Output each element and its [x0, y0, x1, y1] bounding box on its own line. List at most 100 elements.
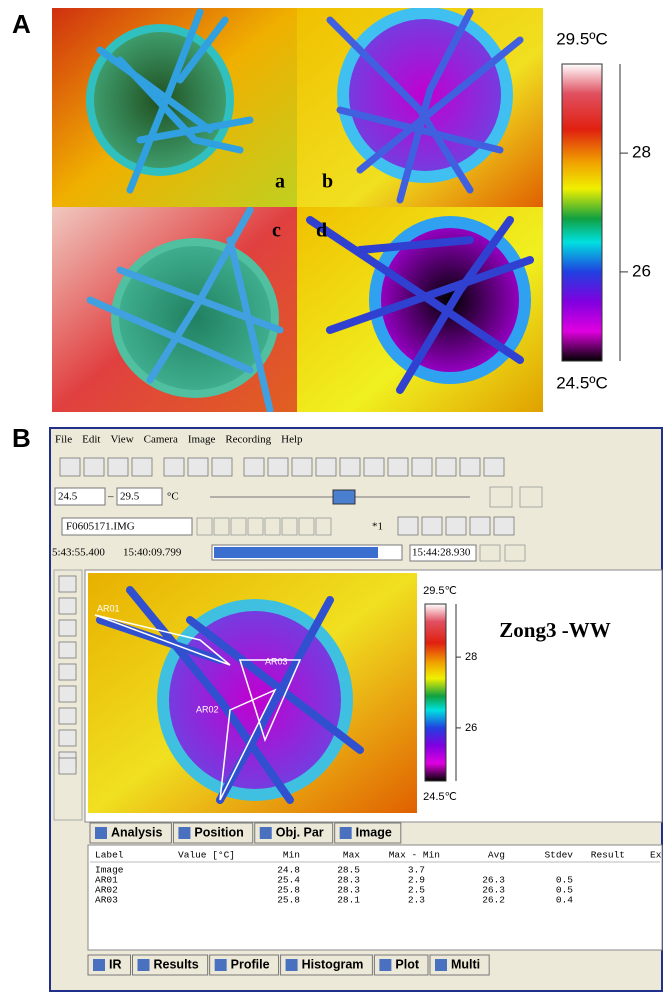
tab-label[interactable]: IR: [109, 957, 122, 971]
tool-button[interactable]: [59, 758, 76, 774]
cell: AR03: [95, 895, 118, 906]
toolbar-button[interactable]: [436, 458, 456, 476]
toolbar-button[interactable]: [60, 458, 80, 476]
toolbar-button[interactable]: [84, 458, 104, 476]
toolbar-button[interactable]: [460, 458, 480, 476]
quadrant-label: d: [316, 220, 327, 242]
player-button[interactable]: [214, 518, 229, 535]
column-header: Stdev: [544, 850, 573, 861]
menu-item[interactable]: Edit: [82, 434, 100, 446]
tool-button[interactable]: [59, 576, 76, 592]
region-label: AR03: [265, 656, 288, 666]
tab-label[interactable]: Plot: [395, 957, 419, 971]
tab-label[interactable]: Results: [154, 957, 199, 971]
temp-max: 29.5: [120, 491, 140, 503]
tool-button[interactable]: [59, 598, 76, 614]
thermal-image: [52, 207, 297, 412]
player-button[interactable]: [282, 518, 297, 535]
toolbar-button[interactable]: [470, 517, 490, 535]
toolbar-button[interactable]: [164, 458, 184, 476]
quadrant-label: b: [322, 171, 333, 193]
time-end: 15:44:28.930: [412, 547, 471, 559]
colorbar-min: 24.5℃: [423, 791, 457, 803]
toolbar-button[interactable]: [412, 458, 432, 476]
ir-image: [88, 573, 417, 813]
toolbar-button[interactable]: [268, 458, 288, 476]
time-current: 15:40:09.799: [123, 547, 182, 559]
toolbar-button[interactable]: [212, 458, 232, 476]
player-button[interactable]: [231, 518, 246, 535]
toolbar-button[interactable]: [422, 517, 442, 535]
file-name[interactable]: F0605171.IMG: [66, 521, 135, 533]
image-title: Zong3 -WW: [499, 618, 610, 642]
tab-label[interactable]: Histogram: [302, 957, 364, 971]
column-header: Max - Min: [389, 850, 440, 861]
toolbar-button[interactable]: [398, 517, 418, 535]
toolbar-button[interactable]: [316, 458, 336, 476]
menu-item[interactable]: Help: [281, 434, 303, 446]
column-header: Min: [283, 850, 300, 861]
tab-label[interactable]: Profile: [231, 957, 270, 971]
tab-icon: [435, 959, 447, 971]
colorbar: [562, 64, 602, 361]
tab-label[interactable]: Image: [356, 825, 392, 839]
region-label: AR02: [196, 704, 219, 714]
figure: A abcd 29.5ºC 24.5ºC 2826 B FileEditView…: [0, 0, 672, 994]
toolbar-button[interactable]: [132, 458, 152, 476]
toolbar-button[interactable]: [292, 458, 312, 476]
tool-button[interactable]: [59, 730, 76, 746]
tab-icon: [379, 959, 391, 971]
column-header: Max: [343, 850, 360, 861]
cell: 25.8: [277, 895, 300, 906]
cell: 2.3: [408, 895, 425, 906]
menu-item[interactable]: Recording: [225, 434, 271, 446]
quadrant-label: c: [272, 220, 281, 242]
tab-label[interactable]: Analysis: [111, 825, 162, 839]
column-header: Label: [95, 850, 124, 861]
thermal-image: [297, 8, 543, 207]
quadrant-label: a: [275, 171, 285, 193]
tool-button[interactable]: [59, 642, 76, 658]
cell: 0.4: [556, 895, 573, 906]
player-button[interactable]: [316, 518, 331, 535]
player-button[interactable]: [197, 518, 212, 535]
player-button[interactable]: [299, 518, 314, 535]
toolbar-button[interactable]: [340, 458, 360, 476]
menu-item[interactable]: Camera: [144, 434, 178, 446]
toolbar-button[interactable]: [388, 458, 408, 476]
toolbar-button[interactable]: [188, 458, 208, 476]
player-button[interactable]: [248, 518, 263, 535]
cell: 28.1: [337, 895, 360, 906]
colorbar-max: 29.5ºC: [556, 29, 608, 48]
tool-button[interactable]: [59, 686, 76, 702]
tool-button[interactable]: [59, 708, 76, 724]
panel-label: B: [12, 423, 31, 453]
menu-item[interactable]: Image: [188, 434, 216, 446]
toolbar-button[interactable]: [484, 458, 504, 476]
tab-label[interactable]: Position: [194, 825, 243, 839]
temp-min: 24.5: [58, 491, 78, 503]
toolbar-button[interactable]: [364, 458, 384, 476]
colorbar: [425, 604, 446, 781]
toolbar-button[interactable]: [108, 458, 128, 476]
tool-sidebar: [54, 570, 82, 820]
toolbar-button[interactable]: [446, 517, 466, 535]
tab-icon: [93, 959, 105, 971]
toolbar-button[interactable]: [494, 517, 514, 535]
menu-item[interactable]: View: [110, 434, 133, 446]
tool-button[interactable]: [59, 664, 76, 680]
tab-label[interactable]: Multi: [451, 957, 480, 971]
menu-item[interactable]: File: [55, 434, 72, 446]
tick-label: 26: [632, 261, 651, 280]
tab-label[interactable]: Obj. Par: [276, 825, 324, 839]
time-start: 5:43:55.400: [52, 547, 105, 559]
tick-label: 28: [465, 651, 477, 663]
tab-icon: [260, 827, 272, 839]
cell: 26.2: [482, 895, 505, 906]
tab-icon: [286, 959, 298, 971]
tool-button[interactable]: [59, 620, 76, 636]
tick-label: 28: [632, 143, 651, 162]
player-button[interactable]: [265, 518, 280, 535]
column-header: Avg: [488, 850, 505, 861]
toolbar-button[interactable]: [244, 458, 264, 476]
